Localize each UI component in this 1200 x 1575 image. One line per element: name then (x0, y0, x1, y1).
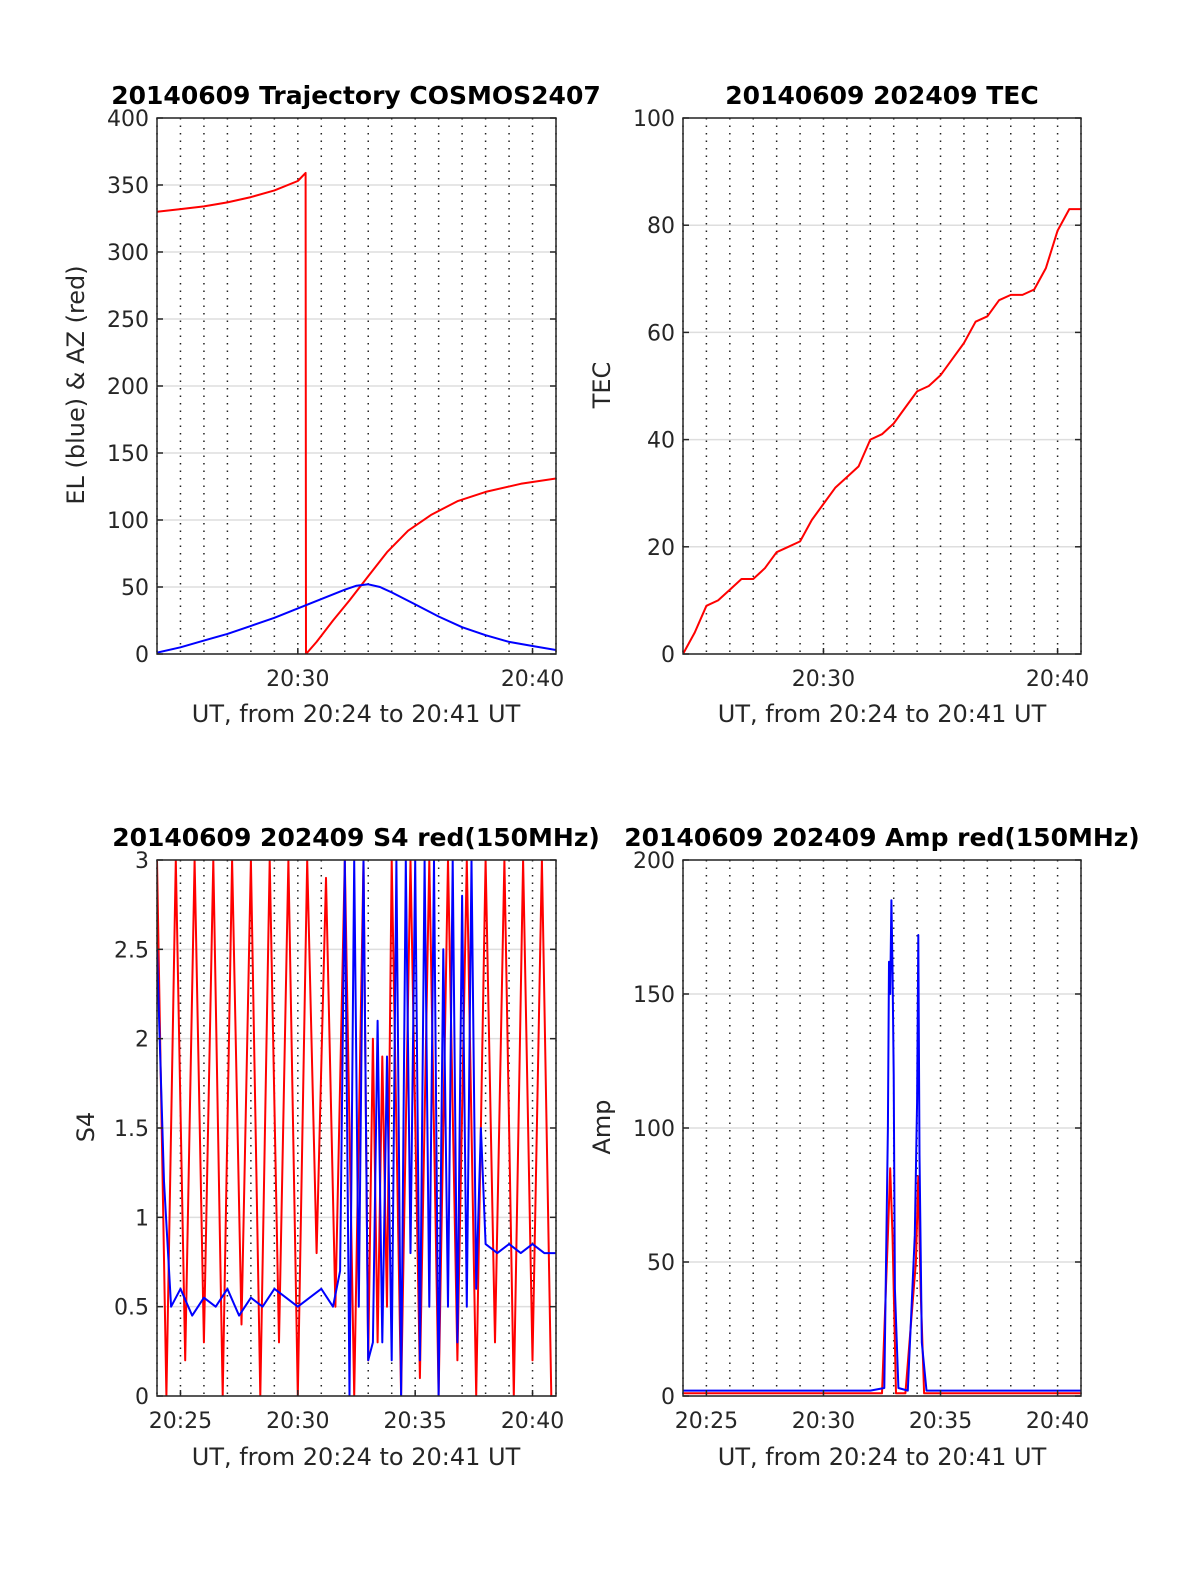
trajectory-ytick-label-6: 300 (107, 241, 149, 266)
trajectory-series-1 (157, 583, 556, 654)
s4-xlabel: UT, from 20:24 to 20:41 UT (192, 1443, 521, 1471)
trajectory-ytick-label-8: 400 (107, 107, 149, 132)
amp-xtick-label-3: 20:40 (1026, 1409, 1089, 1434)
amp-ytick-label-3: 150 (633, 983, 675, 1008)
amp-plot-area: 0 50 100 150 200 20:25 20:30 20:35 20:40 (633, 849, 1089, 1434)
s4-ytick-label-5: 2.5 (114, 938, 149, 963)
s4-ytick-label-2: 1 (135, 1206, 149, 1231)
trajectory-ylabel: EL (blue) & AZ (red) (62, 265, 90, 504)
amp-xtick-label-1: 20:30 (792, 1409, 855, 1434)
amp-xtick-label-0: 20:25 (675, 1409, 738, 1434)
trajectory-plot-area: 0 50 100 150 200 250 300 350 400 20:30 20:40 (107, 107, 564, 692)
trajectory-ytick-label-3: 150 (107, 442, 149, 467)
tec-ytick-label-2: 40 (647, 429, 675, 454)
amp-series-1 (683, 899, 1081, 1392)
s4-ylabel: S4 (72, 1112, 100, 1143)
trajectory-ytick-label-0: 0 (135, 643, 149, 668)
trajectory-ytick-label-2: 100 (107, 509, 149, 534)
tec-ytick-label-0: 0 (661, 643, 675, 668)
tec-axes-frame (682, 117, 1082, 655)
trajectory-title: 20140609 Trajectory COSMOS2407 (111, 81, 601, 110)
tec-ytick-label-3: 60 (647, 321, 675, 346)
s4-xtick-label-3: 20:40 (501, 1409, 564, 1434)
tec-xtick-label-0: 20:30 (792, 667, 855, 692)
trajectory-panel: 20140609 Trajectory COSMOS2407 UT, from … (62, 81, 601, 728)
tec-xtick-label-1: 20:40 (1026, 667, 1089, 692)
trajectory-xtick-label-0: 20:30 (266, 667, 329, 692)
tec-xlabel: UT, from 20:24 to 20:41 UT (718, 700, 1047, 728)
trajectory-xlabel: UT, from 20:24 to 20:41 UT (192, 700, 521, 728)
tec-ytick-label-4: 80 (647, 214, 675, 239)
s4-ytick-label-0: 0 (135, 1385, 149, 1410)
s4-ytick-label-1: 0.5 (114, 1296, 149, 1321)
s4-xtick-label-2: 20:35 (383, 1409, 446, 1434)
amp-xtick-label-2: 20:35 (909, 1409, 972, 1434)
s4-xtick-label-0: 20:25 (149, 1409, 212, 1434)
s4-panel: 20140609 202409 S4 red(150MHz) UT, from … (72, 823, 600, 1471)
trajectory-ytick-label-4: 200 (107, 375, 149, 400)
tec-panel: 20140609 202409 TEC UT, from 20:24 to 20… (588, 81, 1089, 728)
tec-plot-area: 0 20 40 60 80 100 20:30 20:40 (633, 107, 1089, 692)
tec-title: 20140609 202409 TEC (725, 81, 1038, 110)
s4-plot-area: 0 0.5 1 1.5 2 2.5 3 20:25 20:30 20:35 20:40 (114, 849, 564, 1434)
amp-ytick-label-2: 100 (633, 1117, 675, 1142)
trajectory-ytick-label-5: 250 (107, 308, 149, 333)
s4-xtick-label-1: 20:30 (266, 1409, 329, 1434)
trajectory-ytick-label-1: 50 (121, 576, 149, 601)
tec-ytick-label-5: 100 (633, 107, 675, 132)
amp-panel: 20140609 202409 Amp red(150MHz) UT, from… (588, 823, 1140, 1471)
amp-title: 20140609 202409 Amp red(150MHz) (624, 823, 1140, 852)
amp-ytick-label-0: 0 (661, 1385, 675, 1410)
tec-ytick-label-1: 20 (647, 536, 675, 561)
s4-ytick-label-4: 2 (135, 1028, 149, 1053)
s4-title: 20140609 202409 S4 red(150MHz) (112, 823, 600, 852)
s4-ytick-label-6: 3 (135, 849, 149, 874)
tec-series-0 (683, 208, 1081, 654)
amp-ylabel: Amp (588, 1099, 616, 1154)
amp-xlabel: UT, from 20:24 to 20:41 UT (718, 1443, 1047, 1471)
trajectory-xtick-label-1: 20:40 (501, 667, 564, 692)
s4-ytick-label-3: 1.5 (114, 1117, 149, 1142)
amp-ytick-label-4: 200 (633, 849, 675, 874)
s4-series-1 (157, 860, 556, 1396)
tec-ylabel: TEC (588, 362, 616, 410)
trajectory-ytick-label-7: 350 (107, 174, 149, 199)
amp-ytick-label-1: 50 (647, 1251, 675, 1276)
trajectory-series-0 (157, 171, 556, 654)
